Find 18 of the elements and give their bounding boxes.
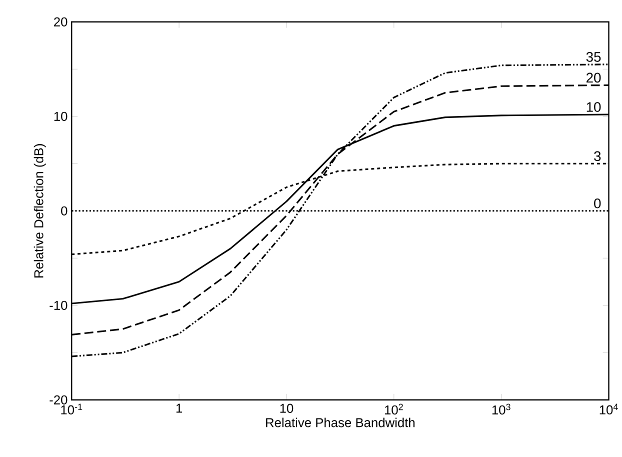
series-label: 20 — [586, 72, 601, 83]
x-tick-label: 10 — [280, 404, 294, 414]
series-label: 3 — [594, 151, 601, 162]
y-tick-label: 0 — [61, 206, 68, 216]
y-tick-label: 20 — [54, 18, 68, 27]
x-tick-label: 10$^{4}$ — [600, 404, 618, 415]
x-tick-label: 10$^{-1}$ — [61, 404, 82, 415]
x-tick-label: 1 — [176, 404, 182, 413]
y-tick-label: -10 — [50, 301, 68, 310]
y-axis-title: Relative Deflection (dB) — [34, 144, 46, 278]
y-tick-label: 10 — [54, 112, 68, 122]
series-label: 10 — [586, 102, 601, 112]
series-label: 0 — [594, 198, 601, 209]
x-tick-label: 10$^{2}$ — [384, 404, 403, 415]
x-tick-label: 10$^{3}$ — [492, 404, 510, 415]
series-label: 35 — [586, 52, 601, 62]
x-axis-title: Relative Phase Bandwidth — [266, 418, 415, 428]
y-tick-label: -20 — [50, 396, 68, 405]
